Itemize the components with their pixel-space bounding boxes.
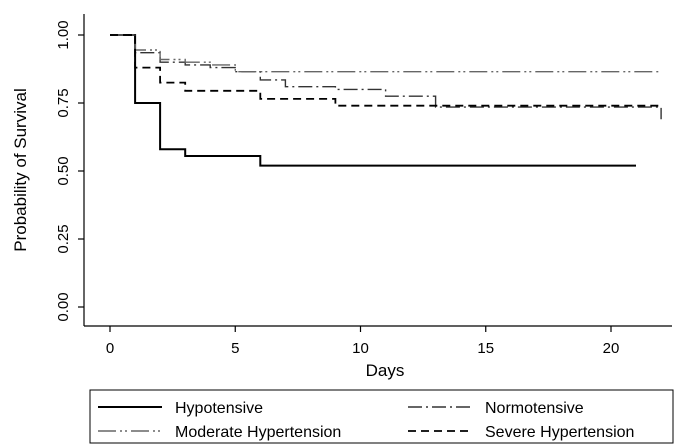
y-tick-label: 0.25 xyxy=(55,224,72,253)
y-tick-label: 0.75 xyxy=(55,88,72,117)
y-tick-label: 0.50 xyxy=(55,156,72,185)
legend-label: Hypotensive xyxy=(175,400,263,417)
x-tick-label: 20 xyxy=(603,340,620,357)
x-tick-label: 15 xyxy=(477,340,494,357)
series-line-severe-hypertension xyxy=(110,34,662,107)
plot-area xyxy=(110,34,662,167)
series-line-normotensive xyxy=(110,34,662,120)
y-axis-title: Probability of Survival xyxy=(11,88,30,251)
y-tick-label: 1.00 xyxy=(55,20,72,49)
legend: Hypotensive Normotensive Moderate Hyperten… xyxy=(89,389,674,444)
legend-label: Normotensive xyxy=(485,400,584,417)
x-tick-label: 5 xyxy=(231,340,239,357)
x-tick-label: 0 xyxy=(106,340,114,357)
axes: 0.00 0.25 0.50 0.75 1.00 0 5 10 15 20 xyxy=(55,14,672,357)
legend-box xyxy=(89,389,674,444)
series-line-moderate-hypertension xyxy=(110,34,662,73)
x-axis-title: Days xyxy=(366,361,405,380)
legend-label: Severe Hypertension xyxy=(485,424,634,441)
x-tick-label: 10 xyxy=(352,340,369,357)
series-line-hypotensive xyxy=(110,34,636,167)
legend-label: Moderate Hypertension xyxy=(175,424,341,441)
y-tick-label: 0.00 xyxy=(55,292,72,321)
